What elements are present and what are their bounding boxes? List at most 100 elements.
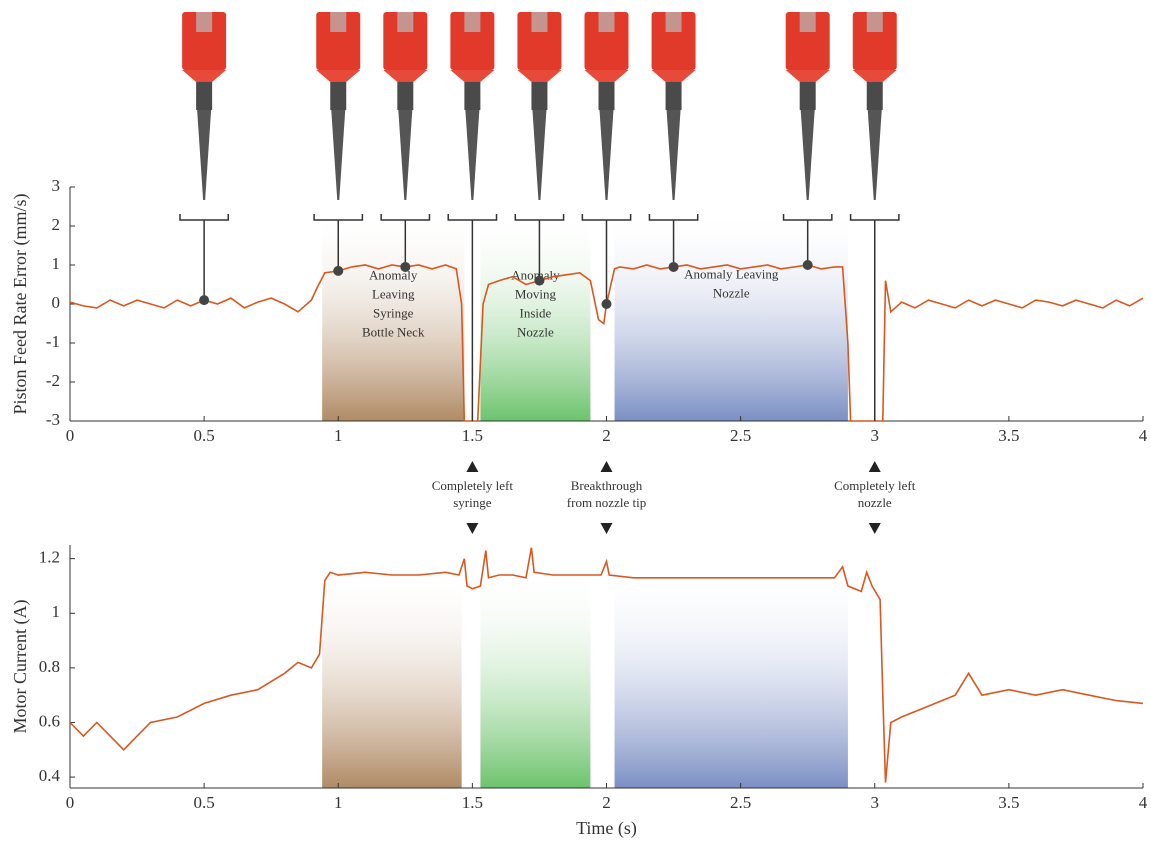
syringe-collar (464, 82, 481, 110)
bracket (648, 214, 699, 267)
arrow-up (600, 461, 613, 472)
syringe-collar (330, 82, 347, 110)
nozzle (867, 110, 882, 200)
syringe-neck (517, 70, 562, 82)
syringe-body (450, 12, 495, 70)
y-tick-label: 1 (52, 254, 61, 273)
y-tick-label: 1 (52, 602, 61, 621)
bracket (782, 214, 833, 265)
nozzle (465, 110, 480, 200)
syringe-neck (785, 70, 830, 82)
shaded-region (322, 565, 462, 788)
snapshot-dot (333, 265, 344, 276)
region-label: Nozzle (713, 285, 750, 300)
syringe-collar (397, 82, 414, 110)
x-tick-label: 3.5 (998, 793, 1019, 812)
bracket (581, 214, 632, 304)
annotation-label: syringe (453, 495, 492, 510)
y-tick-label: 3 (52, 176, 61, 195)
y-tick-label: -1 (46, 332, 60, 351)
syringe-body (182, 12, 227, 70)
syringe-gray (397, 12, 414, 32)
syringe-gray (531, 12, 548, 32)
shaded-region (614, 207, 848, 421)
x-tick-label: 0.5 (194, 426, 215, 445)
x-tick-label: 2.5 (730, 793, 751, 812)
region-label: Inside (520, 305, 552, 320)
snapshot-dot (534, 275, 545, 286)
syringe-gray (598, 12, 615, 32)
bracket (447, 214, 498, 421)
syringe-gray (799, 12, 816, 32)
y-tick-label: 2 (52, 215, 61, 234)
syringe-collar (196, 82, 213, 110)
syringe-collar (665, 82, 682, 110)
syringe-collar (799, 82, 816, 110)
nozzle (800, 110, 815, 200)
annotation-label: Completely left (834, 478, 916, 493)
nozzle (599, 110, 614, 200)
nozzle (331, 110, 346, 200)
syringe-neck (182, 70, 227, 82)
x-tick-label: 0.5 (194, 793, 215, 812)
region-label: Bottle Neck (362, 324, 425, 339)
arrow-down (868, 523, 881, 534)
y-axis-label: Piston Feed Rate Error (mm/s) (10, 194, 31, 415)
syringe-neck (852, 70, 897, 82)
x-tick-label: 1 (334, 793, 343, 812)
y-tick-label: 0.4 (39, 766, 61, 785)
syringe-body (316, 12, 361, 70)
syringe-gray (665, 12, 682, 32)
y-tick-label: -2 (46, 371, 60, 390)
syringe-neck (584, 70, 629, 82)
x-tick-label: 2 (602, 793, 611, 812)
y-tick-label: 0 (52, 293, 61, 312)
x-tick-label: 0 (66, 793, 75, 812)
x-tick-label: 2 (602, 426, 611, 445)
arrow-up (868, 461, 881, 472)
snapshot-dot (400, 261, 411, 272)
arrow-down (600, 523, 613, 534)
syringe-body (785, 12, 830, 70)
data-line (69, 547, 1144, 783)
annotation-label: Completely left (432, 478, 514, 493)
syringe-neck (651, 70, 696, 82)
x-tick-label: 3 (871, 793, 880, 812)
annotation-label: Breakthrough (571, 478, 643, 493)
shaded-region (322, 207, 465, 421)
syringe-collar (598, 82, 615, 110)
x-tick-label: 1.5 (462, 793, 483, 812)
region-label: Anomaly Leaving (684, 266, 779, 281)
bracket (179, 214, 230, 301)
syringe-body (852, 12, 897, 70)
x-tick-label: 2.5 (730, 426, 751, 445)
syringe-collar (531, 82, 548, 110)
data-line (69, 264, 1144, 422)
syringe-body (517, 12, 562, 70)
x-tick-label: 4 (1139, 793, 1148, 812)
y-tick-label: 1.2 (39, 548, 60, 567)
syringe-gray (196, 12, 213, 32)
y-tick-label: 0.8 (39, 657, 60, 676)
x-tick-label: 3.5 (998, 426, 1019, 445)
x-tick-label: 3 (871, 426, 880, 445)
region-label: Anomaly (369, 267, 418, 282)
nozzle (398, 110, 413, 200)
syringe-body (651, 12, 696, 70)
syringe-neck (383, 70, 428, 82)
syringe-neck (316, 70, 361, 82)
snapshot-dot (802, 260, 813, 270)
syringe-collar (866, 82, 883, 110)
annotation-label: from nozzle tip (567, 495, 646, 510)
x-tick-label: 1.5 (462, 426, 483, 445)
region-label: Syringe (373, 305, 414, 320)
syringe-gray (330, 12, 347, 32)
region-label: Nozzle (517, 324, 554, 339)
y-axis-label: Motor Current (A) (10, 600, 31, 734)
region-label: Moving (515, 286, 557, 301)
syringe-gray (464, 12, 481, 32)
bracket (313, 214, 364, 271)
shaded-region (480, 565, 591, 788)
x-tick-label: 4 (1139, 426, 1148, 445)
